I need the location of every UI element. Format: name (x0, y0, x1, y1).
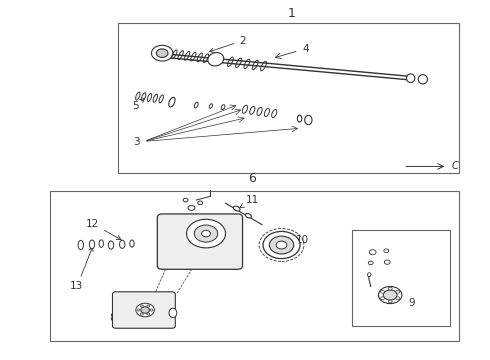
Circle shape (381, 297, 385, 300)
Text: 7: 7 (165, 261, 179, 271)
Text: 4: 4 (303, 44, 309, 54)
Circle shape (141, 307, 149, 313)
Text: C: C (451, 161, 458, 171)
Ellipse shape (130, 240, 134, 247)
Circle shape (141, 305, 144, 307)
Bar (50, 191, 460, 341)
Circle shape (187, 219, 225, 248)
Text: 3: 3 (133, 138, 140, 148)
Ellipse shape (209, 104, 213, 108)
Ellipse shape (418, 75, 427, 84)
Circle shape (137, 309, 140, 311)
Text: 2: 2 (210, 36, 246, 52)
Circle shape (141, 313, 144, 315)
Ellipse shape (195, 102, 198, 108)
Bar (118, 23, 460, 173)
Circle shape (151, 45, 173, 61)
Circle shape (388, 300, 392, 303)
Ellipse shape (108, 241, 114, 249)
Circle shape (388, 287, 392, 290)
Ellipse shape (89, 240, 95, 249)
Text: 6: 6 (248, 172, 256, 185)
Text: 1: 1 (287, 8, 295, 21)
Bar (352, 230, 450, 327)
Ellipse shape (297, 115, 302, 122)
Ellipse shape (305, 115, 312, 125)
Ellipse shape (233, 206, 240, 211)
Circle shape (369, 249, 376, 255)
Circle shape (156, 49, 168, 58)
Text: 9: 9 (408, 297, 415, 307)
Circle shape (188, 205, 195, 210)
Circle shape (276, 241, 287, 249)
Circle shape (384, 249, 389, 252)
Circle shape (198, 201, 202, 204)
Ellipse shape (221, 105, 225, 109)
Circle shape (378, 287, 402, 303)
FancyBboxPatch shape (157, 214, 243, 269)
Text: 10: 10 (282, 235, 309, 245)
Ellipse shape (120, 240, 125, 248)
Circle shape (383, 290, 397, 300)
Ellipse shape (78, 240, 83, 249)
Ellipse shape (407, 74, 415, 82)
FancyBboxPatch shape (113, 292, 175, 328)
Ellipse shape (169, 97, 175, 107)
Text: 12: 12 (86, 219, 121, 240)
Ellipse shape (368, 273, 371, 276)
Text: 5: 5 (132, 98, 145, 111)
Circle shape (381, 291, 385, 293)
Circle shape (396, 297, 400, 300)
Ellipse shape (99, 240, 103, 247)
Circle shape (147, 305, 150, 307)
Circle shape (270, 236, 294, 254)
Text: 13: 13 (70, 247, 93, 292)
Circle shape (183, 198, 188, 202)
Text: 11: 11 (240, 195, 259, 207)
Ellipse shape (169, 308, 177, 318)
Ellipse shape (208, 53, 224, 66)
Circle shape (195, 225, 218, 242)
Circle shape (147, 313, 150, 315)
Circle shape (136, 303, 154, 317)
Circle shape (396, 291, 400, 293)
Circle shape (150, 309, 153, 311)
Ellipse shape (245, 213, 251, 218)
Text: 8: 8 (109, 313, 125, 323)
Circle shape (202, 230, 210, 237)
Circle shape (384, 260, 390, 264)
Circle shape (263, 231, 300, 258)
Circle shape (368, 261, 373, 265)
